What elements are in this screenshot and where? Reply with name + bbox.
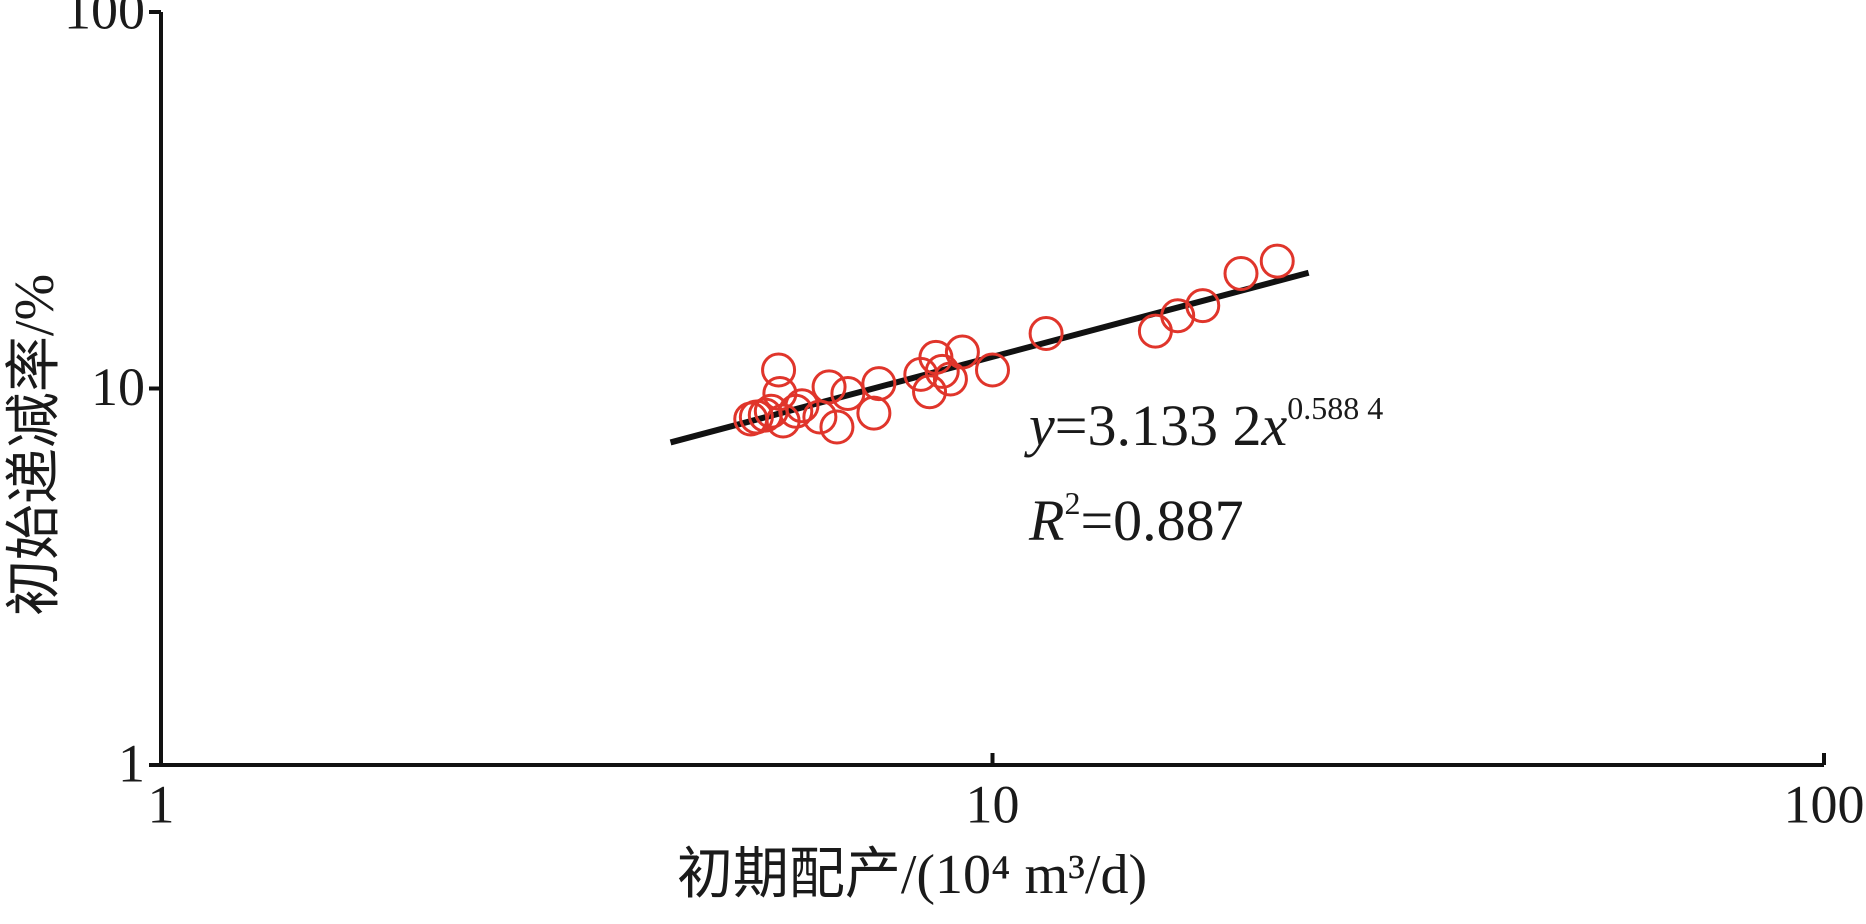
data-point	[1028, 315, 1064, 351]
data-point	[944, 334, 980, 370]
x-tick-label: 100	[1784, 774, 1865, 834]
data-point	[830, 375, 866, 411]
data-point	[778, 393, 814, 429]
x-tick-label: 10	[966, 774, 1020, 834]
data-point	[912, 374, 948, 410]
y-tick-label: 10	[91, 357, 145, 417]
equation-body: =3.133 2	[1055, 393, 1262, 458]
data-point	[856, 395, 892, 431]
data-point	[924, 353, 960, 389]
equation-y: y	[1024, 393, 1055, 458]
data-point	[1137, 313, 1173, 349]
equation-exponent: 0.588 4	[1287, 390, 1383, 426]
x-axis-title: 初期配产/(10⁴ m³/d)	[677, 844, 1147, 906]
data-point	[811, 369, 847, 405]
r-body: =0.887	[1080, 488, 1243, 553]
data-point	[1185, 288, 1221, 324]
data-point	[761, 352, 797, 388]
data-point	[784, 388, 820, 424]
x-tick-label: 1	[148, 774, 175, 834]
data-point	[819, 409, 855, 445]
fit-line	[669, 269, 1310, 446]
data-point	[1223, 256, 1259, 292]
y-tick-label: 1	[118, 733, 145, 793]
r-squared: R2=0.887	[1028, 485, 1244, 553]
r-power: 2	[1064, 485, 1080, 521]
equation-x: x	[1260, 393, 1287, 458]
y-axis-title: 初始递减率/%	[4, 274, 66, 616]
data-point	[1259, 243, 1295, 279]
fit-equation: y=3.133 2x0.588 4	[1024, 390, 1383, 458]
data-point	[975, 352, 1010, 388]
r-var: R	[1028, 488, 1064, 553]
y-tick-label: 100	[64, 0, 145, 40]
data-point	[1160, 298, 1196, 334]
data-point	[861, 366, 897, 402]
